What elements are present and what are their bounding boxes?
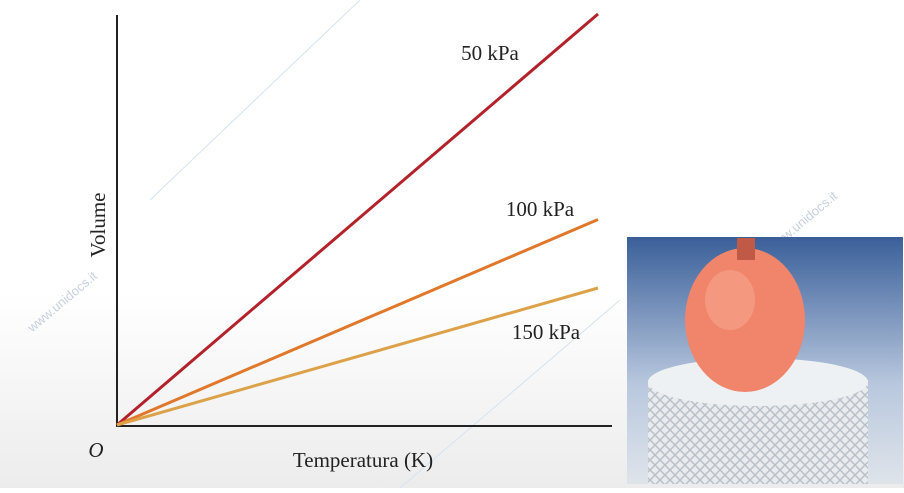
x-axis-label: Temperatura (K) bbox=[293, 448, 433, 472]
photo bbox=[627, 237, 903, 484]
series-line bbox=[117, 288, 598, 425]
chart: www.unidocs.it www.unidocs.it O Temperat… bbox=[0, 0, 904, 488]
y-axis-label: Volume bbox=[86, 193, 110, 258]
watermark: www.unidocs.it bbox=[24, 268, 101, 336]
watermark-line bbox=[150, 0, 360, 200]
series-label: 150 kPa bbox=[512, 320, 581, 344]
series-label: 100 kPa bbox=[506, 197, 575, 221]
origin-label: O bbox=[88, 438, 103, 462]
page: www.unidocs.it www.unidocs.it O Temperat… bbox=[0, 0, 904, 488]
series-label: 50 kPa bbox=[461, 41, 519, 65]
